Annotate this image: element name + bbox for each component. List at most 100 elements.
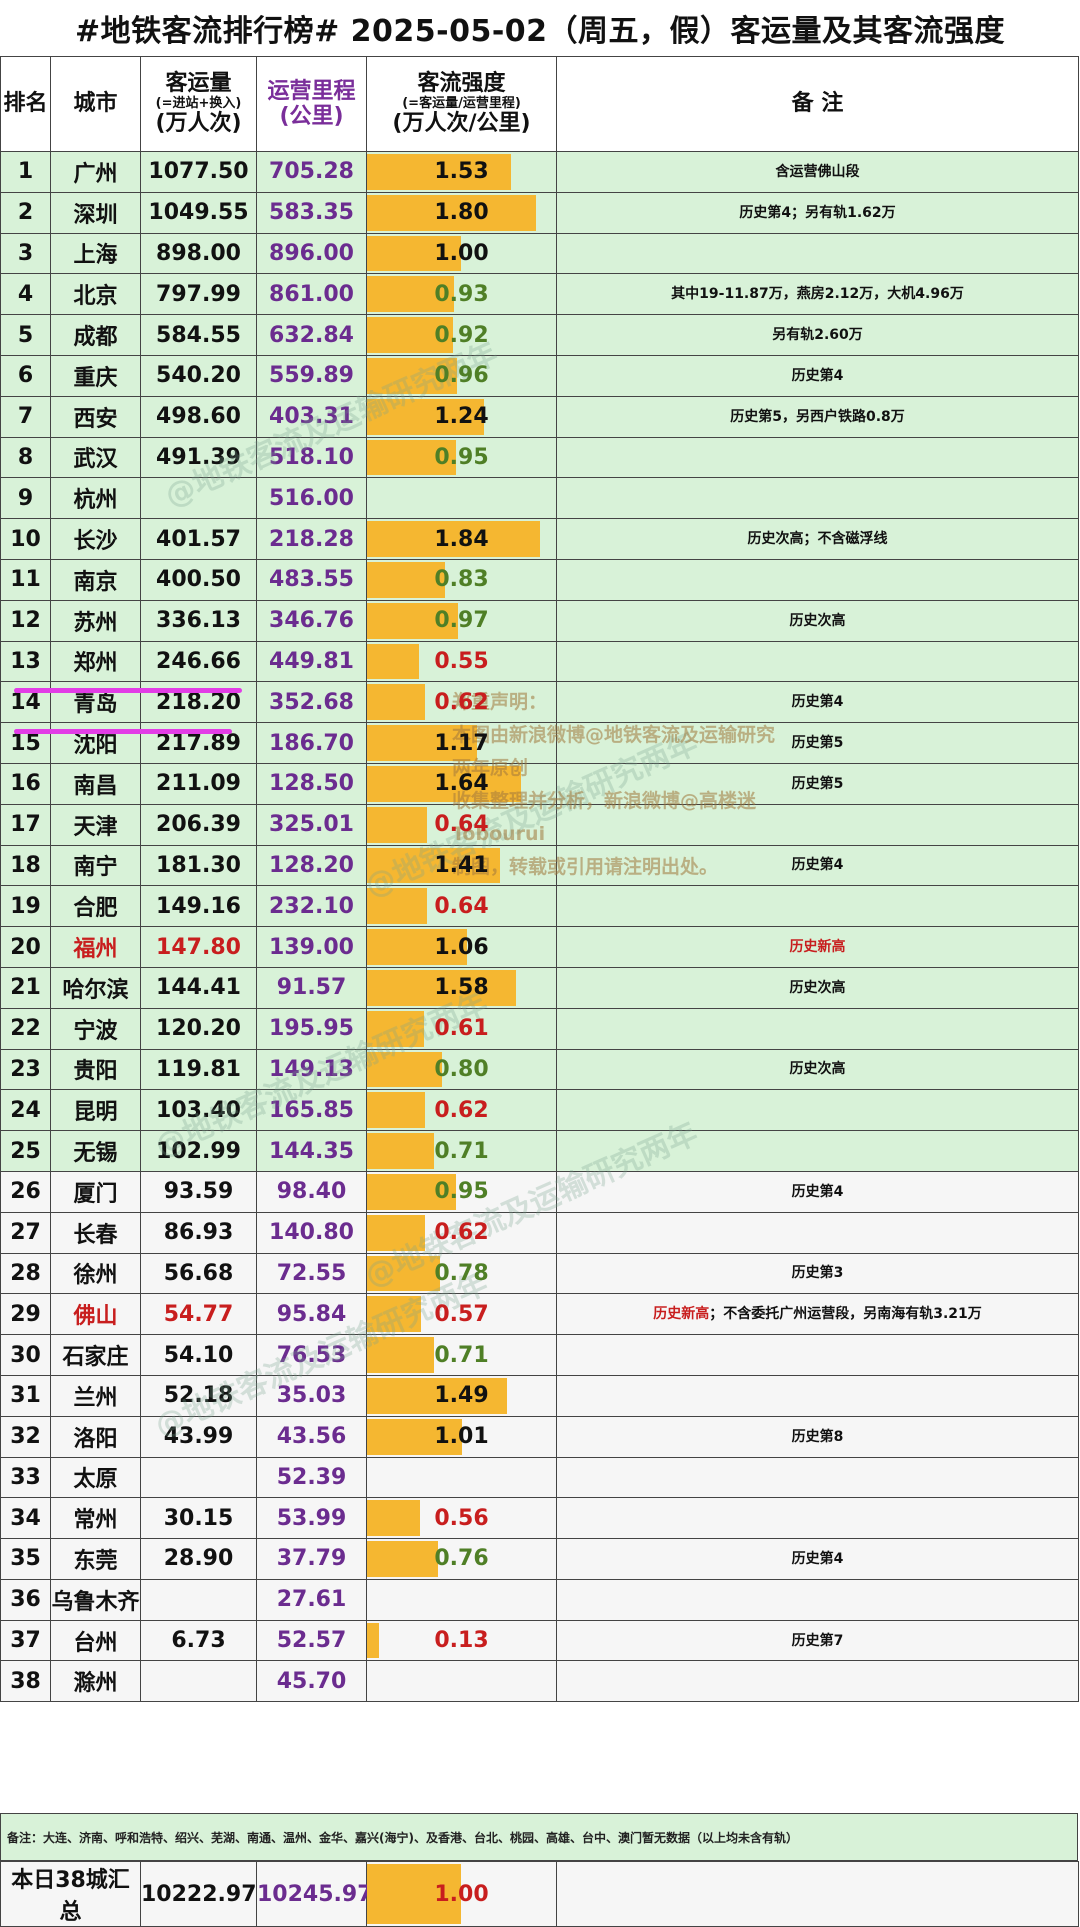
table-row: 32 洛阳 43.99 43.56 1.01 历史第8: [0, 1415, 1079, 1458]
city-cell: 石家庄: [50, 1334, 141, 1376]
intensity-value: 0.78: [434, 1260, 489, 1286]
intensity-cell: [366, 477, 557, 520]
rank-cell: 11: [0, 558, 51, 601]
intensity-cell: 1.00: [366, 232, 557, 275]
rank-cell: 27: [0, 1211, 51, 1254]
table-row: 12 苏州 336.13 346.76 0.97 历史次高: [0, 599, 1079, 642]
length-cell: 149.13: [256, 1048, 367, 1091]
highlight-underline-nanchang: [14, 688, 242, 693]
length-cell: 896.00: [256, 232, 367, 275]
rank-cell: 37: [0, 1619, 51, 1662]
city-cell: 太原: [50, 1456, 141, 1499]
length-cell: 35.03: [256, 1374, 367, 1417]
note-cell: [556, 1007, 1079, 1050]
header-length: 运营里程 (公里): [256, 56, 367, 152]
length-cell: 352.68: [256, 681, 367, 724]
table-row: 4 北京 797.99 861.00 0.93 其中19-11.87万，燕房2.12万，大…: [0, 273, 1079, 316]
intensity-bar: [367, 357, 458, 394]
city-cell: 杭州: [50, 477, 141, 520]
note-cell: 历史次高；不含磁浮线: [556, 518, 1079, 560]
table-row: 13 郑州 246.66 449.81 0.55: [0, 640, 1079, 683]
intensity-value: 0.57: [434, 1301, 489, 1327]
intensity-cell: 0.64: [366, 885, 557, 928]
rank-cell: 35: [0, 1538, 51, 1580]
intensity-value: 1.00: [434, 240, 489, 266]
intensity-cell: 1.84: [366, 518, 557, 560]
table-row: 10 长沙 401.57 218.28 1.84 历史次高；不含磁浮线: [0, 518, 1079, 560]
intensity-cell: 0.57: [366, 1293, 557, 1336]
note-cell: 含运营佛山段: [556, 151, 1079, 193]
rank-cell: 25: [0, 1130, 51, 1172]
intensity-cell: 1.58: [366, 966, 557, 1009]
length-cell: 52.57: [256, 1619, 367, 1662]
intensity-cell: 0.55: [366, 640, 557, 683]
note-cell: 历史第5，另西户铁路0.8万: [556, 395, 1079, 438]
note-cell: 历史次高: [556, 599, 1079, 642]
intensity-value: 1.84: [434, 526, 489, 552]
intensity-cell: 0.96: [366, 354, 557, 397]
intensity-value: 0.92: [434, 322, 489, 348]
note-cell: 历史第5: [556, 762, 1079, 805]
intensity-cell: 1.53: [366, 151, 557, 193]
intensity-bar: [367, 276, 455, 313]
intensity-cell: 0.83: [366, 558, 557, 601]
note-cell: [556, 477, 1079, 520]
length-cell: 43.56: [256, 1415, 367, 1458]
volume-cell: 56.68: [140, 1252, 257, 1295]
volume-cell: 1077.50: [140, 151, 257, 193]
table-row: 20 福州 147.80 139.00 1.06 历史新高: [0, 926, 1079, 968]
intensity-bar: [367, 1337, 434, 1373]
intensity-bar: [367, 154, 511, 190]
length-cell: 325.01: [256, 803, 367, 846]
length-cell: 449.81: [256, 640, 367, 683]
city-cell: 合肥: [50, 885, 141, 928]
rank-cell: 19: [0, 885, 51, 928]
rank-cell: 34: [0, 1497, 51, 1540]
rank-cell: 3: [0, 232, 51, 275]
length-cell: 140.80: [256, 1211, 367, 1254]
length-cell: 76.53: [256, 1334, 367, 1376]
table-row: 28 徐州 56.68 72.55 0.78 历史第3: [0, 1252, 1079, 1295]
city-cell: 滁州: [50, 1660, 141, 1703]
intensity-bar: [367, 1051, 443, 1088]
length-cell: 139.00: [256, 926, 367, 968]
city-cell: 郑州: [50, 640, 141, 683]
intensity-cell: 0.93: [366, 273, 557, 316]
intensity-bar: [367, 969, 516, 1006]
intensity-value: 1.24: [434, 404, 489, 430]
city-cell: 长沙: [50, 518, 141, 560]
length-cell: 128.20: [256, 844, 367, 887]
note-cell: 历史第4: [556, 1538, 1079, 1580]
intensity-cell: 0.71: [366, 1130, 557, 1172]
length-cell: 632.84: [256, 314, 367, 356]
table-row: 18 南宁 181.30 128.20 1.41 历史第4: [0, 844, 1079, 887]
table-row: 11 南京 400.50 483.55 0.83: [0, 558, 1079, 601]
intensity-value: 0.96: [434, 363, 489, 389]
total-note: [556, 1861, 1079, 1927]
rank-cell: 2: [0, 191, 51, 234]
intensity-value: 1.53: [434, 159, 489, 185]
volume-cell: 147.80: [140, 926, 257, 968]
note-cell: 历史次高: [556, 966, 1079, 1009]
length-cell: 232.10: [256, 885, 367, 928]
note-cell: 其中19-11.87万，燕房2.12万，大机4.96万: [556, 273, 1079, 316]
city-cell: 长春: [50, 1211, 141, 1254]
note-cell: 历史第5: [556, 722, 1079, 764]
note-cell: [556, 803, 1079, 846]
ranking-table: 排名 城市 客运量 (=进站+换入) (万人次) 运营里程 (公里) 客流强度 …: [0, 56, 1079, 1703]
length-cell: 559.89: [256, 354, 367, 397]
note-cell: [556, 1211, 1079, 1254]
note-cell: [556, 640, 1079, 683]
header-row: 排名 城市 客运量 (=进站+换入) (万人次) 运营里程 (公里) 客流强度 …: [0, 56, 1079, 152]
intensity-cell: 1.49: [366, 1374, 557, 1417]
intensity-cell: 1.41: [366, 844, 557, 887]
volume-cell: 28.90: [140, 1538, 257, 1580]
note-cell: [556, 1089, 1079, 1132]
note-cell: 历史次高: [556, 1048, 1079, 1091]
note-cell: [556, 1374, 1079, 1417]
table-row: 30 石家庄 54.10 76.53 0.71: [0, 1334, 1079, 1376]
intensity-bar: [367, 1255, 441, 1292]
intensity-bar: [367, 194, 537, 231]
intensity-cell: 0.78: [366, 1252, 557, 1295]
volume-cell: 144.41: [140, 966, 257, 1009]
